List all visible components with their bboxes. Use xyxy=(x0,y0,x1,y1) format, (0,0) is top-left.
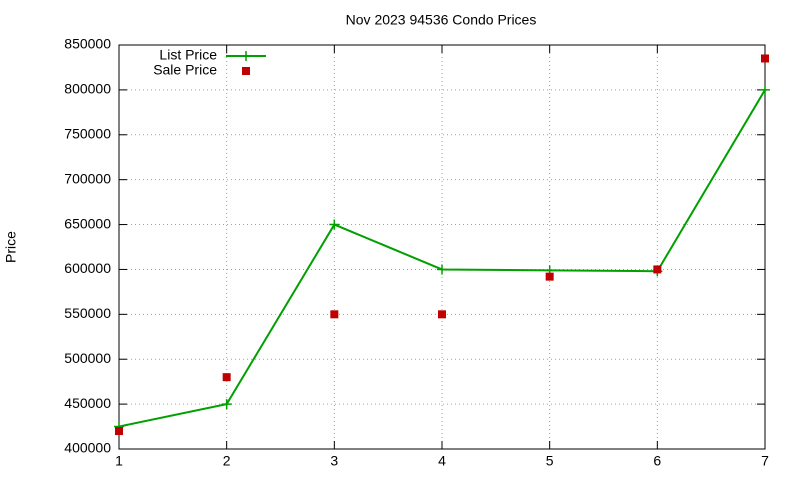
legend-swatch xyxy=(242,67,250,75)
x-tick-label: 4 xyxy=(438,453,446,469)
y-tick-label: 400000 xyxy=(64,440,111,456)
y-tick-label: 550000 xyxy=(64,305,111,321)
data-point xyxy=(329,219,340,230)
legend-label: List Price xyxy=(159,47,217,63)
x-tick-label: 1 xyxy=(115,453,123,469)
y-tick-label: 600000 xyxy=(64,260,111,276)
data-point xyxy=(438,310,446,319)
x-tick-label: 7 xyxy=(761,453,769,469)
y-tick-label: 650000 xyxy=(64,215,111,231)
x-tick-label: 6 xyxy=(653,453,661,469)
data-point xyxy=(545,272,554,281)
data-point xyxy=(761,54,769,63)
legend-label: Sale Price xyxy=(153,62,217,78)
y-tick-label: 750000 xyxy=(64,125,111,141)
plot-border xyxy=(118,44,766,450)
data-point xyxy=(760,84,770,95)
chart-title: Nov 2023 94536 Condo Prices xyxy=(346,12,537,28)
series-line xyxy=(118,89,766,428)
x-tick-label: 3 xyxy=(330,453,338,469)
data-point xyxy=(221,399,232,410)
y-tick-label: 450000 xyxy=(64,395,111,411)
y-axis-label: Price xyxy=(3,231,19,263)
legend-swatch xyxy=(241,51,251,61)
x-tick-label: 2 xyxy=(223,453,231,469)
data-point xyxy=(330,310,339,319)
data-point xyxy=(115,427,123,436)
y-tick-label: 500000 xyxy=(64,350,111,366)
data-point xyxy=(222,373,231,382)
data-point xyxy=(437,264,447,275)
y-tick-label: 800000 xyxy=(64,81,111,97)
y-tick-label: 700000 xyxy=(64,170,111,186)
y-tick-label: 850000 xyxy=(64,36,111,52)
x-tick-label: 5 xyxy=(546,453,554,469)
data-point xyxy=(653,265,662,274)
